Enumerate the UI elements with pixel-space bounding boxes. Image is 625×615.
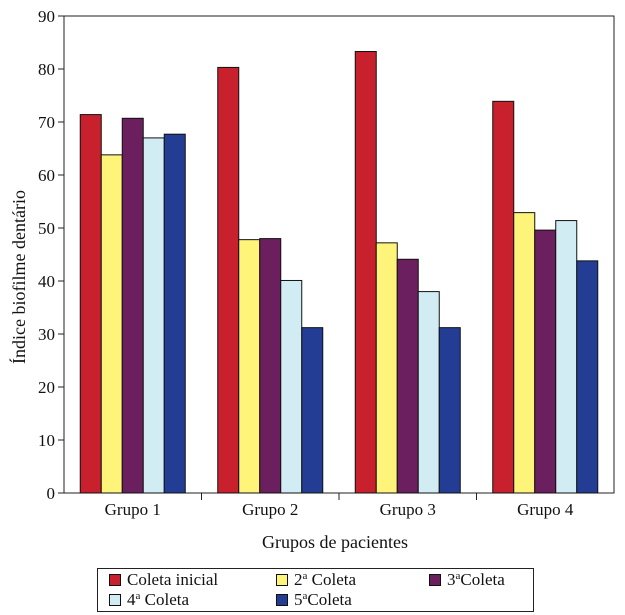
bar [142, 137, 165, 494]
legend-swatch [109, 594, 121, 606]
y-tick-label: 50 [38, 219, 55, 238]
y-tick-label: 60 [38, 166, 55, 185]
legend-swatch [276, 594, 288, 606]
plot-area: 0 10 20 30 40 50 60 70 80 90 Grupo 1 Grupo 2 Grupo 3… [38, 7, 615, 519]
legend-swatch [109, 574, 121, 586]
legend-item-5a-coleta: 5aColeta [276, 591, 352, 609]
y-tick-label: 30 [38, 325, 55, 344]
legend-item-2a-coleta: 2a Coleta [276, 571, 356, 589]
bar [513, 212, 536, 494]
legend-label: 2a Coleta [294, 570, 357, 589]
bar [259, 238, 282, 494]
bar [375, 242, 398, 494]
x-tick-label: Grupo 3 [380, 500, 436, 519]
bar [79, 114, 102, 494]
legend-item-3a-coleta: 3aColeta [429, 571, 505, 589]
y-tick-label: 40 [38, 272, 55, 291]
y-tick-label: 0 [47, 484, 56, 503]
bar [396, 258, 419, 494]
bar [280, 279, 303, 494]
bar [576, 260, 599, 494]
legend-label: Coleta inicial [127, 570, 219, 589]
y-tick-label: 70 [38, 113, 55, 132]
y-tick-label: 20 [38, 378, 55, 397]
bar [217, 66, 240, 494]
y-tick-label: 10 [38, 431, 55, 450]
y-tick-label: 80 [38, 60, 55, 79]
legend-swatch [276, 574, 288, 586]
x-tick-label: Grupo 4 [517, 500, 574, 519]
y-tick-label: 90 [38, 7, 55, 26]
bar [417, 291, 440, 494]
bar [534, 229, 557, 494]
bar [121, 117, 144, 494]
legend-label: 5aColeta [294, 590, 352, 609]
x-tick-label: Grupo 2 [242, 500, 298, 519]
legend-label: 3aColeta [447, 570, 505, 589]
legend-swatch [429, 574, 441, 586]
bar [492, 100, 515, 494]
bar [100, 154, 123, 494]
bar [354, 51, 377, 494]
bar [238, 239, 261, 494]
bar [301, 327, 324, 494]
bar [438, 327, 461, 494]
legend-item-coleta-inicial: Coleta inicial [109, 571, 218, 589]
x-tick-label: Grupo 1 [105, 500, 161, 519]
y-axis-title: Índice biofilme dentário [8, 190, 29, 364]
bar [163, 133, 186, 494]
legend-item-4a-coleta: 4a Coleta [109, 591, 189, 609]
x-axis-title: Grupos de pacientes [262, 532, 408, 552]
legend-label: 4a Coleta [127, 590, 190, 609]
legend: Coleta inicial 2a Coleta 3aColeta 4a Col… [97, 568, 534, 612]
bar [555, 220, 578, 494]
